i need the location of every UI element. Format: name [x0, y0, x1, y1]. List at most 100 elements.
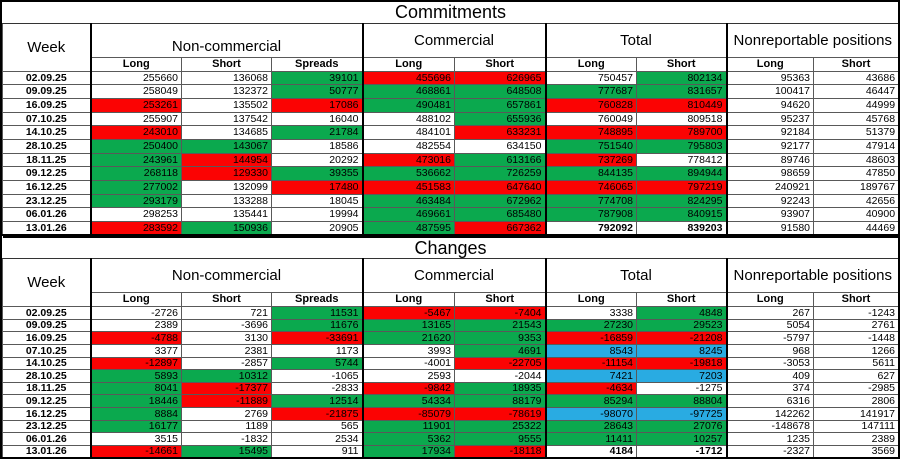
- value-cell: 469661: [361, 207, 455, 223]
- value-cell: 250400: [89, 138, 182, 154]
- value-cell: 132099: [181, 180, 272, 195]
- value-cell: 47850: [812, 166, 898, 181]
- value-cell: 100417: [725, 84, 814, 99]
- value-cell: 5893: [89, 369, 182, 383]
- value-cell: -4788: [89, 331, 182, 346]
- value-cell: 627: [813, 369, 898, 383]
- value-cell: 657861: [454, 97, 546, 113]
- col-nr-short: Short: [812, 56, 898, 72]
- value-cell: 1189: [181, 419, 272, 434]
- table-row: 13.01.26 -14661 15495 911 17934 -18118 4184 -17…: [2, 444, 898, 457]
- value-cell: 490481: [361, 97, 455, 113]
- table-row: 07.10.25 255907 137542 16040 488102 655936 760…: [2, 111, 898, 127]
- value-cell: 243010: [89, 125, 182, 140]
- value-cell: 134685: [181, 125, 272, 140]
- table-row: 02.09.25 255660 136068 39101 455696 626965 750…: [2, 70, 898, 86]
- value-cell: 746065: [544, 180, 637, 195]
- value-cell: -17377: [181, 381, 272, 396]
- week-cell: 28.10.25: [2, 369, 92, 383]
- value-cell: 27076: [636, 419, 727, 434]
- value-cell: -3053: [725, 356, 814, 371]
- value-cell: -1065: [271, 369, 363, 383]
- col-c-long: Long: [361, 292, 455, 308]
- table-row: 09.09.25 258049 132372 50777 468861 648508 777…: [2, 84, 898, 99]
- week-cell: 09.09.25: [2, 318, 92, 333]
- value-cell: 9353: [454, 331, 546, 346]
- week-cell: 23.12.25: [2, 419, 92, 434]
- col-nc-spreads: Spreads: [271, 56, 363, 72]
- value-cell: 13165: [361, 318, 455, 333]
- value-cell: -2833: [271, 381, 363, 396]
- value-cell: 293179: [89, 193, 182, 209]
- value-cell: 89746: [725, 152, 814, 168]
- value-cell: 2534: [271, 432, 363, 446]
- value-cell: 132372: [181, 84, 272, 99]
- week-header: Week: [2, 258, 91, 308]
- value-cell: 463484: [361, 193, 455, 209]
- value-cell: 98659: [725, 166, 814, 181]
- value-cell: 135441: [181, 207, 272, 223]
- value-cell: 451583: [361, 180, 455, 195]
- week-cell: 09.12.25: [2, 166, 92, 181]
- col-t-short: Short: [636, 56, 727, 72]
- col-nc-spreads: Spreads: [271, 292, 363, 308]
- value-cell: 795803: [636, 138, 727, 154]
- value-cell: 672962: [454, 193, 546, 209]
- value-cell: 647640: [454, 180, 546, 195]
- col-nc-long: Long: [89, 56, 182, 72]
- value-cell: 777687: [544, 84, 637, 99]
- value-cell: 85294: [544, 394, 637, 408]
- changes-title-row: Changes: [2, 236, 898, 260]
- value-cell: 10257: [636, 432, 727, 446]
- value-cell: 17934: [361, 444, 455, 457]
- group-commercial: Commercial: [361, 258, 546, 294]
- table-row: 23.12.25 293179 133288 18045 463484 672962 774…: [2, 193, 898, 209]
- value-cell: 19994: [271, 207, 363, 223]
- value-cell: 92243: [725, 193, 814, 209]
- value-cell: 94620: [725, 97, 814, 113]
- value-cell: 613166: [454, 152, 546, 168]
- value-cell: -148678: [725, 419, 814, 434]
- week-cell: 14.10.25: [2, 125, 92, 140]
- commitments-body: 02.09.25 255660 136068 39101 455696 626965 750…: [2, 70, 898, 236]
- value-cell: -4001: [361, 356, 455, 371]
- value-cell: 15495: [181, 444, 272, 457]
- value-cell: -1448: [813, 331, 898, 346]
- value-cell: 4848: [636, 306, 727, 320]
- col-nc-short: Short: [181, 292, 272, 308]
- value-cell: -2985: [813, 381, 898, 396]
- value-cell: -1275: [636, 381, 727, 396]
- value-cell: 5611: [813, 356, 898, 371]
- table-row: 06.01.26 3515 -1832 2534 5362 9555 11411 10257 1…: [2, 432, 898, 446]
- group-noncommercial: Non-commercial: [89, 258, 363, 294]
- value-cell: -2044: [454, 369, 546, 383]
- value-cell: 18446: [89, 394, 182, 408]
- commitments-sub-header: Long Short Spreads Long Short Long Short…: [3, 56, 898, 72]
- value-cell: 91580: [725, 221, 814, 236]
- value-cell: 2806: [813, 394, 898, 408]
- col-c-short: Short: [454, 56, 546, 72]
- value-cell: 844135: [544, 166, 637, 181]
- value-cell: 2769: [181, 407, 272, 421]
- col-c-long: Long: [361, 56, 455, 72]
- group-noncommercial: Non-commercial: [89, 22, 363, 58]
- table-row: 09.12.25 268118 129330 39355 536662 726259 844…: [2, 166, 898, 181]
- week-cell: 02.09.25: [2, 306, 92, 320]
- week-cell: 06.01.26: [2, 207, 92, 223]
- value-cell: 10312: [181, 369, 272, 383]
- table-row: 02.09.25 -2726 721 11531 -5467 -7404 3338 4848 2…: [2, 306, 898, 320]
- changes-title: Changes: [2, 236, 898, 260]
- value-cell: 54334: [361, 394, 455, 408]
- value-cell: 787908: [544, 207, 637, 223]
- value-cell: 751540: [544, 138, 637, 154]
- value-cell: 760049: [544, 111, 637, 127]
- value-cell: 2389: [89, 318, 182, 333]
- value-cell: 894944: [636, 166, 727, 181]
- value-cell: 8041: [89, 381, 182, 396]
- value-cell: 3993: [361, 344, 455, 358]
- value-cell: 47914: [812, 138, 898, 154]
- value-cell: 39101: [271, 70, 363, 86]
- value-cell: 685480: [454, 207, 546, 223]
- group-nonreportable: Nonreportable positions: [725, 258, 898, 294]
- value-cell: 634150: [454, 138, 546, 154]
